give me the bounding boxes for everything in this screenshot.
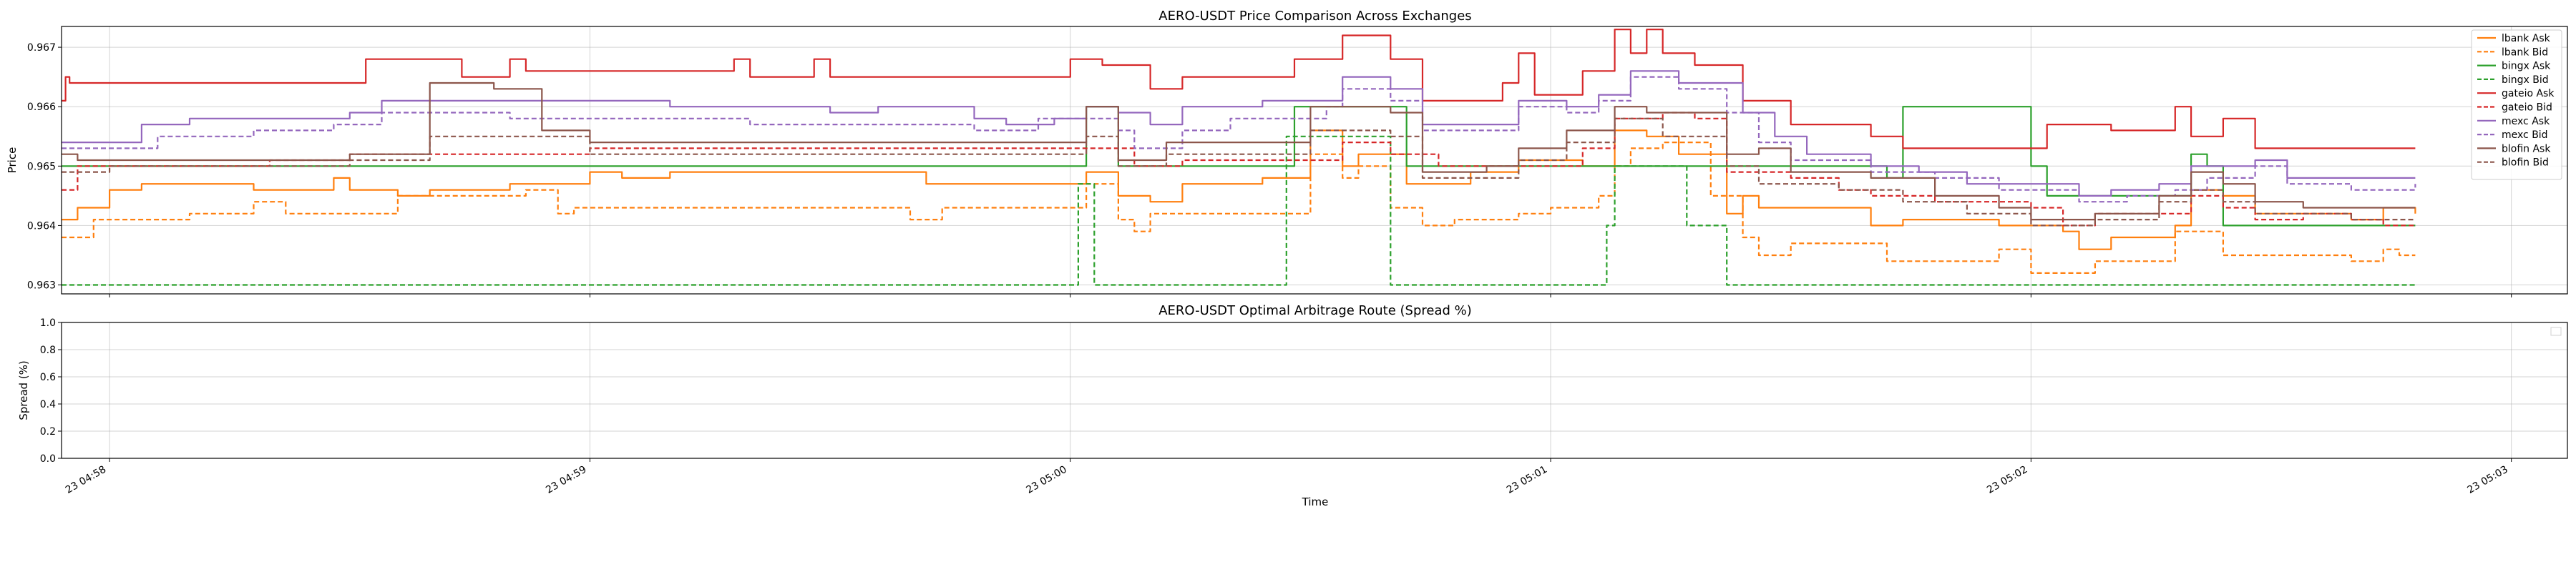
legend-label: gateio Ask bbox=[2502, 88, 2555, 99]
legend-label: blofin Ask bbox=[2502, 143, 2551, 154]
legend-label: lbank Ask bbox=[2502, 33, 2551, 44]
spread-chart-frame bbox=[61, 322, 2568, 459]
series-line-lbank-ask bbox=[62, 129, 2416, 250]
price-y-tick-label: 0.965 bbox=[27, 161, 56, 172]
spread-y-tick-label: 0.8 bbox=[40, 345, 56, 356]
spread-y-tick-label: 0.4 bbox=[40, 399, 56, 410]
legend-label: gateio Bid bbox=[2502, 102, 2552, 114]
price-chart-series bbox=[62, 29, 2416, 286]
legend-box bbox=[2471, 29, 2562, 180]
legend-label: lbank Bid bbox=[2502, 46, 2548, 58]
price-chart: AERO-USDT Price Comparison Across Exchan… bbox=[6, 9, 2568, 297]
spread-y-tick-label: 0.2 bbox=[40, 426, 56, 438]
spread-x-tick-label: 23 05:02 bbox=[1985, 464, 2029, 496]
spread-x-tick-label: 23 05:01 bbox=[1505, 464, 1549, 496]
series-line-bingx-bid bbox=[62, 135, 2416, 286]
spread-chart-legend bbox=[2550, 327, 2562, 336]
spread-x-tick-label: 23 04:58 bbox=[64, 464, 108, 496]
legend-label: mexc Bid bbox=[2502, 129, 2548, 141]
price-chart-legend: lbank Ask lbank Bid bingx Ask bingx Bid gate… bbox=[2471, 29, 2562, 180]
series-line-blofin-bid bbox=[62, 117, 2416, 227]
spread-chart: AERO-USDT Optimal Arbitrage Route (Sprea… bbox=[17, 303, 2568, 508]
price-chart-frame bbox=[61, 26, 2568, 295]
spread-chart-y-ticks: 0.0 0.2 0.4 0.6 0.8 1.0 bbox=[40, 317, 62, 465]
series-line-blofin-ask bbox=[62, 82, 2416, 221]
spread-y-tick-label: 1.0 bbox=[40, 317, 56, 329]
legend-label: bingx Bid bbox=[2502, 74, 2549, 86]
price-chart-title: AERO-USDT Price Comparison Across Exchan… bbox=[1158, 9, 1471, 24]
spread-x-tick-label: 23 05:03 bbox=[2465, 464, 2509, 496]
price-y-tick-label: 0.966 bbox=[27, 102, 56, 113]
legend-label: bingx Ask bbox=[2502, 61, 2551, 72]
legend-label: mexc Ask bbox=[2502, 116, 2550, 127]
spread-chart-x-label: Time bbox=[1302, 495, 1329, 508]
series-line-mexc-bid bbox=[62, 76, 2416, 203]
spread-y-tick-label: 0.0 bbox=[40, 453, 56, 465]
spread-chart-y-label: Spread (%) bbox=[17, 360, 30, 420]
spread-chart-title: AERO-USDT Optimal Arbitrage Route (Sprea… bbox=[1158, 303, 1472, 318]
legend-label: blofin Bid bbox=[2502, 157, 2549, 169]
spread-x-tick-label: 23 04:59 bbox=[544, 464, 588, 496]
series-line-mexc-ask bbox=[62, 70, 2416, 197]
spread-chart-x-ticks: 23 04:58 23 04:59 23 05:00 23 05:01 23 05:02… bbox=[64, 458, 2512, 496]
series-line-lbank-bid bbox=[62, 142, 2416, 274]
price-chart-x-ticks bbox=[109, 294, 2512, 297]
spread-y-tick-label: 0.6 bbox=[40, 372, 56, 383]
price-y-tick-label: 0.967 bbox=[27, 42, 56, 54]
spread-x-tick-label: 23 05:00 bbox=[1025, 464, 1069, 496]
price-y-tick-label: 0.963 bbox=[27, 280, 56, 292]
spread-chart-grid bbox=[62, 322, 2567, 459]
price-chart-y-ticks: 0.963 0.964 0.965 0.966 0.967 bbox=[27, 42, 62, 292]
series-line-gateio-bid bbox=[62, 112, 2416, 227]
series-line-gateio-ask bbox=[62, 29, 2416, 149]
price-chart-y-label: Price bbox=[6, 147, 19, 174]
price-y-tick-label: 0.964 bbox=[27, 220, 56, 232]
